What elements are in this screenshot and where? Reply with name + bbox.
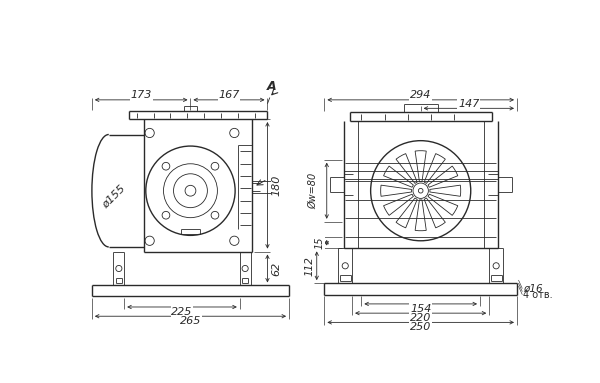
Text: ø155: ø155 (100, 183, 127, 210)
Text: 180: 180 (272, 175, 282, 196)
Text: 250: 250 (410, 322, 431, 332)
Text: 265: 265 (180, 316, 201, 326)
Text: 154: 154 (410, 304, 431, 314)
Text: 225: 225 (172, 307, 193, 317)
Text: 15: 15 (314, 237, 324, 249)
Text: 112: 112 (304, 256, 314, 276)
Text: 220: 220 (410, 313, 431, 323)
Text: A: A (266, 80, 276, 93)
Text: ø16: ø16 (523, 283, 543, 293)
Text: 173: 173 (130, 90, 152, 100)
Text: 167: 167 (218, 90, 239, 100)
Text: 62: 62 (272, 261, 282, 276)
Text: 147: 147 (458, 99, 479, 109)
Text: 4 отв.: 4 отв. (523, 290, 553, 300)
Text: 294: 294 (410, 90, 431, 100)
Text: Øw=80: Øw=80 (308, 173, 318, 209)
